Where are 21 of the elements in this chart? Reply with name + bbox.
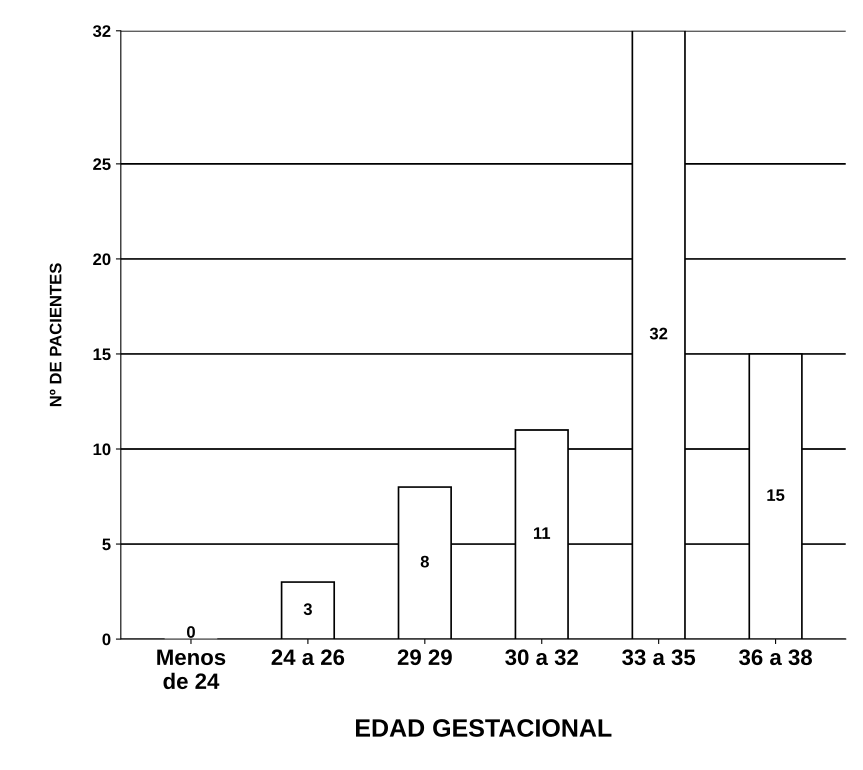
- x-tick-label: 36 a 38: [739, 649, 812, 666]
- data-label: 3: [304, 603, 312, 616]
- y-axis-title: Nº DE PACIENTES: [50, 263, 62, 406]
- data-label: 32: [650, 328, 668, 340]
- x-tick-label: 33 a 35: [622, 649, 696, 666]
- y-tick-label: 0: [102, 634, 110, 646]
- y-tick-label: 10: [94, 443, 110, 456]
- x-tick-label: 29 29: [398, 649, 452, 666]
- x-tick-label: Menos de 24: [157, 650, 226, 690]
- x-tick-label: 30 a 32: [505, 649, 578, 666]
- y-tick-label: 20: [93, 253, 110, 266]
- x-axis-title: EDAD GESTACIONAL: [356, 719, 612, 737]
- y-tick-label: 5: [102, 538, 111, 550]
- y-tick-label: 32: [92, 25, 110, 38]
- y-tick-label: 25: [93, 158, 111, 170]
- data-label: 8: [420, 556, 429, 568]
- data-label: 11: [534, 527, 550, 539]
- data-label: 15: [767, 489, 784, 502]
- y-tick-label: 15: [94, 348, 111, 360]
- data-label: 0: [187, 626, 195, 638]
- x-tick-label: 24 a 26: [272, 649, 344, 666]
